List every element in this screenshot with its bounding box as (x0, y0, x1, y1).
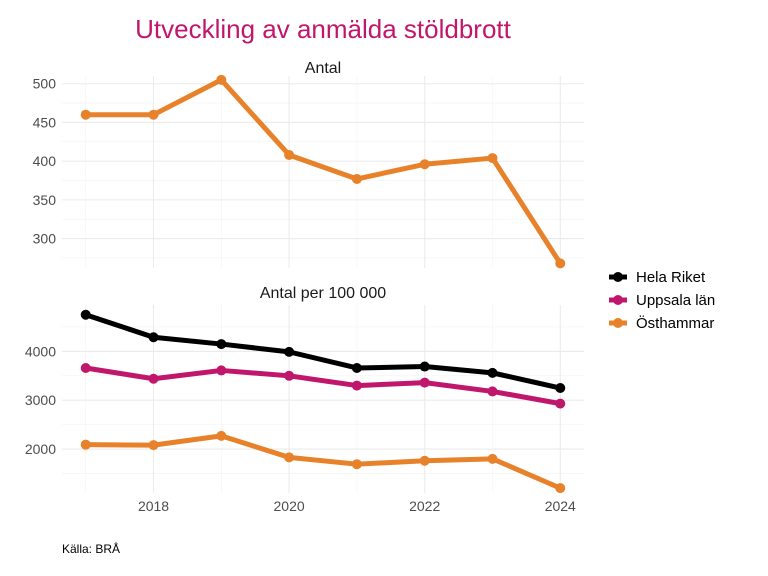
series-line-uppsala-län (85, 365, 561, 407)
data-point (148, 332, 159, 343)
panel-0: 300 350 400 450 500 Antal (33, 60, 584, 269)
y-tick-label: 350 (33, 192, 57, 208)
data-point (216, 365, 227, 376)
y-tick-label: 500 (33, 76, 57, 92)
data-point (80, 109, 91, 120)
data-point (148, 109, 159, 120)
data-point (419, 159, 430, 170)
data-point (419, 361, 430, 372)
data-point (284, 452, 295, 463)
legend-key-point (613, 272, 623, 282)
x-tick-label: 2020 (274, 498, 305, 514)
legend-label: Hela Riket (636, 269, 706, 286)
legend-key-point (613, 318, 623, 328)
legend-item: Östhammar (609, 314, 714, 332)
series-line-hela-riket (84, 312, 561, 391)
x-tick-label: 2018 (138, 498, 169, 514)
data-point (487, 386, 498, 397)
legend-item: Hela Riket (609, 269, 706, 286)
y-tick-label: 4000 (25, 343, 56, 359)
data-point (555, 258, 566, 269)
panel-title: Antal per 100 000 (260, 285, 386, 302)
data-point (148, 440, 159, 451)
legend-label: Uppsala län (636, 292, 715, 309)
legend: Hela Riket Uppsala län Östhammar (609, 269, 715, 332)
data-point (487, 153, 498, 164)
data-point (80, 439, 91, 450)
data-point (351, 380, 362, 391)
y-tick-label: 400 (33, 153, 57, 169)
data-point (555, 398, 566, 409)
data-point (216, 339, 227, 350)
data-point (351, 459, 362, 470)
y-tick-label: 2000 (25, 441, 56, 457)
data-point (284, 346, 295, 357)
y-tick-label: 3000 (25, 392, 56, 408)
data-point (419, 377, 430, 388)
data-point (148, 373, 159, 384)
legend-label: Östhammar (636, 314, 714, 332)
x-tick-label: 2022 (409, 498, 440, 514)
y-tick-label: 450 (33, 114, 57, 130)
data-point (351, 173, 362, 184)
data-point (351, 362, 362, 373)
series-line-östhammar (85, 433, 562, 491)
legend-key-point (613, 295, 623, 305)
data-point (487, 367, 498, 378)
data-point (216, 74, 227, 85)
data-point (284, 370, 295, 381)
caption: Källa: BRÅ (62, 541, 120, 556)
y-tick-label: 300 (33, 231, 57, 247)
panel-title: Antal (305, 60, 341, 77)
data-point (80, 362, 91, 373)
data-point (419, 455, 430, 466)
x-tick-label: 2024 (545, 498, 576, 514)
data-point (555, 483, 566, 494)
data-point (555, 383, 566, 394)
panel-1: 2000 3000 4000 Antal per 100 000 (25, 285, 584, 494)
data-point (284, 149, 295, 160)
data-point (80, 309, 91, 320)
chart-title: Utveckling av anmälda stöldbrott (135, 14, 512, 44)
data-point (216, 430, 227, 441)
series-line-östhammar (85, 77, 563, 265)
legend-item: Uppsala län (609, 292, 715, 309)
data-point (487, 453, 498, 464)
